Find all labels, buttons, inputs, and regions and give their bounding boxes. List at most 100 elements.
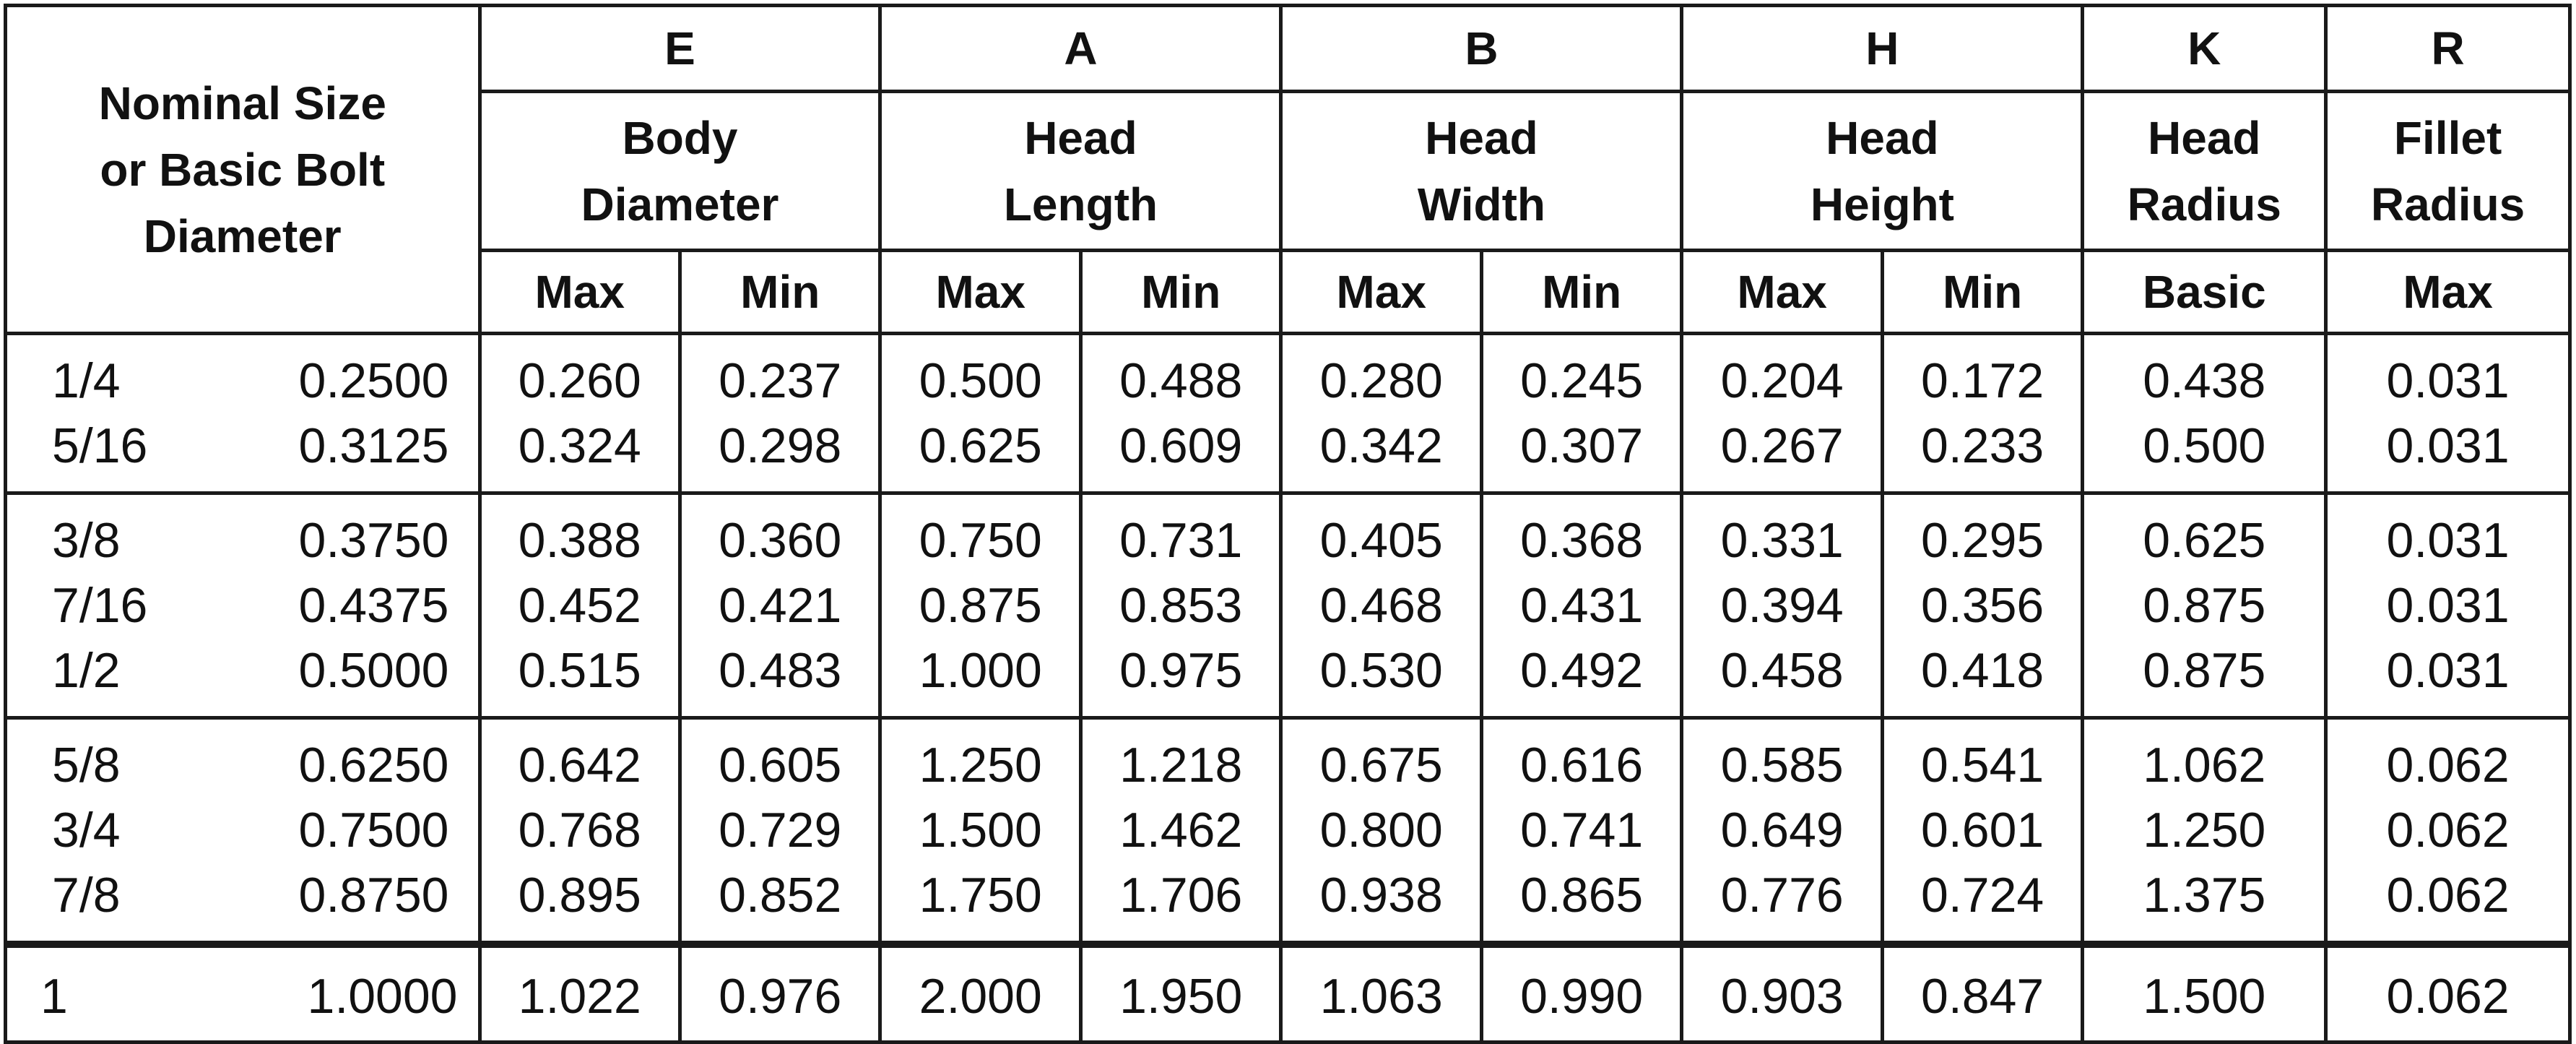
value-cell: 0.903 [1680, 941, 1884, 1044]
col-letter-e: E [477, 4, 882, 93]
value-cell: 1.950 [1078, 941, 1283, 1044]
col-name-line: Head [1024, 111, 1137, 164]
value-cell: 0.360 [677, 491, 882, 573]
value-cell: 0.601 [1880, 798, 2085, 863]
value-cell: 0.875 [878, 573, 1083, 638]
sub-header-b-max: Max [1279, 249, 1483, 335]
col-name-head-length: Head Length [878, 90, 1283, 252]
value-cell: 0.295 [1880, 491, 2085, 573]
value-cell: 0.724 [1880, 863, 2085, 946]
table-row: 3/4 0.7500 0.768 0.729 1.500 1.462 0.800 0.741 0… [4, 798, 2572, 863]
value-cell: 1.022 [477, 941, 682, 1044]
value-cell: 0.500 [878, 332, 1083, 413]
table-row: 1 1.0000 1.022 0.976 2.000 1.950 1.063 0.990 0.9… [4, 941, 2572, 1044]
table-row: 3/8 0.3750 0.388 0.360 0.750 0.731 0.405 0.368 0… [4, 491, 2572, 573]
value-cell: 0.875 [2081, 638, 2328, 720]
nominal-decimal-cell: 0.3750 [233, 491, 482, 573]
value-cell: 0.895 [477, 863, 682, 946]
value-cell: 0.492 [1479, 638, 1684, 720]
value-cell: 0.233 [1880, 413, 2085, 495]
value-cell: 0.938 [1279, 863, 1483, 946]
sub-header-e-max: Max [477, 249, 682, 335]
value-cell: 0.062 [2324, 716, 2572, 798]
sub-header-h-min: Min [1880, 249, 2085, 335]
value-cell: 0.875 [2081, 573, 2328, 638]
value-cell: 1.062 [2081, 716, 2328, 798]
value-cell: 0.649 [1680, 798, 1884, 863]
col-letter-h: H [1680, 4, 2085, 93]
value-cell: 0.515 [477, 638, 682, 720]
value-cell: 0.342 [1279, 413, 1483, 495]
col-name-line: Height [1810, 178, 1954, 230]
nominal-fraction-cell: 5/16 [4, 413, 233, 495]
value-cell: 0.421 [677, 573, 882, 638]
value-cell: 1.750 [878, 863, 1083, 946]
value-cell: 0.031 [2324, 332, 2572, 413]
nominal-header-line-3: Diameter [143, 210, 342, 262]
nominal-decimal-cell: 0.2500 [233, 332, 482, 413]
nominal-header-line-2: or Basic Bolt [100, 143, 386, 196]
table-body: 1/4 0.2500 0.260 0.237 0.500 0.488 0.280 0.245 0… [4, 332, 2572, 1044]
value-cell: 0.204 [1680, 332, 1884, 413]
value-cell: 0.530 [1279, 638, 1483, 720]
value-cell: 1.706 [1078, 863, 1283, 946]
value-cell: 1.250 [878, 716, 1083, 798]
bolt-dimensions-table: Nominal Size or Basic Bolt Diameter E A … [4, 4, 2572, 1044]
nominal-decimal-cell: 0.6250 [233, 716, 482, 798]
sub-header-a-max: Max [878, 249, 1083, 335]
table-row: 5/8 0.6250 0.642 0.605 1.250 1.218 0.675 0.616 0… [4, 716, 2572, 798]
value-cell: 1.250 [2081, 798, 2328, 863]
col-name-line: Width [1417, 178, 1545, 230]
value-cell: 0.468 [1279, 573, 1483, 638]
value-cell: 0.245 [1479, 332, 1684, 413]
nominal-fraction-cell: 1 [4, 941, 233, 1044]
nominal-decimal-cell: 0.3125 [233, 413, 482, 495]
value-cell: 0.418 [1880, 638, 2085, 720]
value-cell: 0.585 [1680, 716, 1884, 798]
sub-header-h-max: Max [1680, 249, 1884, 335]
col-name-head-width: Head Width [1279, 90, 1684, 252]
value-cell: 0.488 [1078, 332, 1283, 413]
value-cell: 0.031 [2324, 413, 2572, 495]
col-name-line: Radius [2127, 178, 2281, 230]
nominal-decimal-cell: 0.7500 [233, 798, 482, 863]
col-name-line: Head [2148, 111, 2261, 164]
value-cell: 1.218 [1078, 716, 1283, 798]
value-cell: 0.368 [1479, 491, 1684, 573]
value-cell: 1.500 [2081, 941, 2328, 1044]
value-cell: 0.625 [2081, 491, 2328, 573]
table-row: 7/16 0.4375 0.452 0.421 0.875 0.853 0.468 0.431… [4, 573, 2572, 638]
nominal-fraction-cell: 7/8 [4, 863, 233, 946]
value-cell: 0.452 [477, 573, 682, 638]
value-cell: 0.500 [2081, 413, 2328, 495]
col-name-line: Radius [2370, 178, 2525, 230]
value-cell: 1.375 [2081, 863, 2328, 946]
value-cell: 0.741 [1479, 798, 1684, 863]
value-cell: 0.642 [477, 716, 682, 798]
value-cell: 0.431 [1479, 573, 1684, 638]
nominal-fraction-cell: 3/8 [4, 491, 233, 573]
value-cell: 0.675 [1279, 716, 1483, 798]
col-letter-k: K [2081, 4, 2328, 93]
value-cell: 0.541 [1880, 716, 2085, 798]
value-cell: 0.172 [1880, 332, 2085, 413]
value-cell: 0.280 [1279, 332, 1483, 413]
col-name-line: Head [1826, 111, 1939, 164]
value-cell: 0.267 [1680, 413, 1884, 495]
nominal-decimal-cell: 0.8750 [233, 863, 482, 946]
value-cell: 0.324 [477, 413, 682, 495]
col-name-head-height: Head Height [1680, 90, 2085, 252]
value-cell: 1.063 [1279, 941, 1483, 1044]
value-cell: 0.605 [677, 716, 882, 798]
col-letter-r: R [2324, 4, 2572, 93]
value-cell: 1.500 [878, 798, 1083, 863]
col-name-head-radius: Head Radius [2081, 90, 2328, 252]
col-name-body-diameter: Body Diameter [477, 90, 882, 252]
nominal-fraction-cell: 7/16 [4, 573, 233, 638]
value-cell: 0.729 [677, 798, 882, 863]
value-cell: 0.847 [1880, 941, 2085, 1044]
value-cell: 0.976 [677, 941, 882, 1044]
value-cell: 0.031 [2324, 573, 2572, 638]
value-cell: 0.609 [1078, 413, 1283, 495]
sub-header-e-min: Min [677, 249, 882, 335]
